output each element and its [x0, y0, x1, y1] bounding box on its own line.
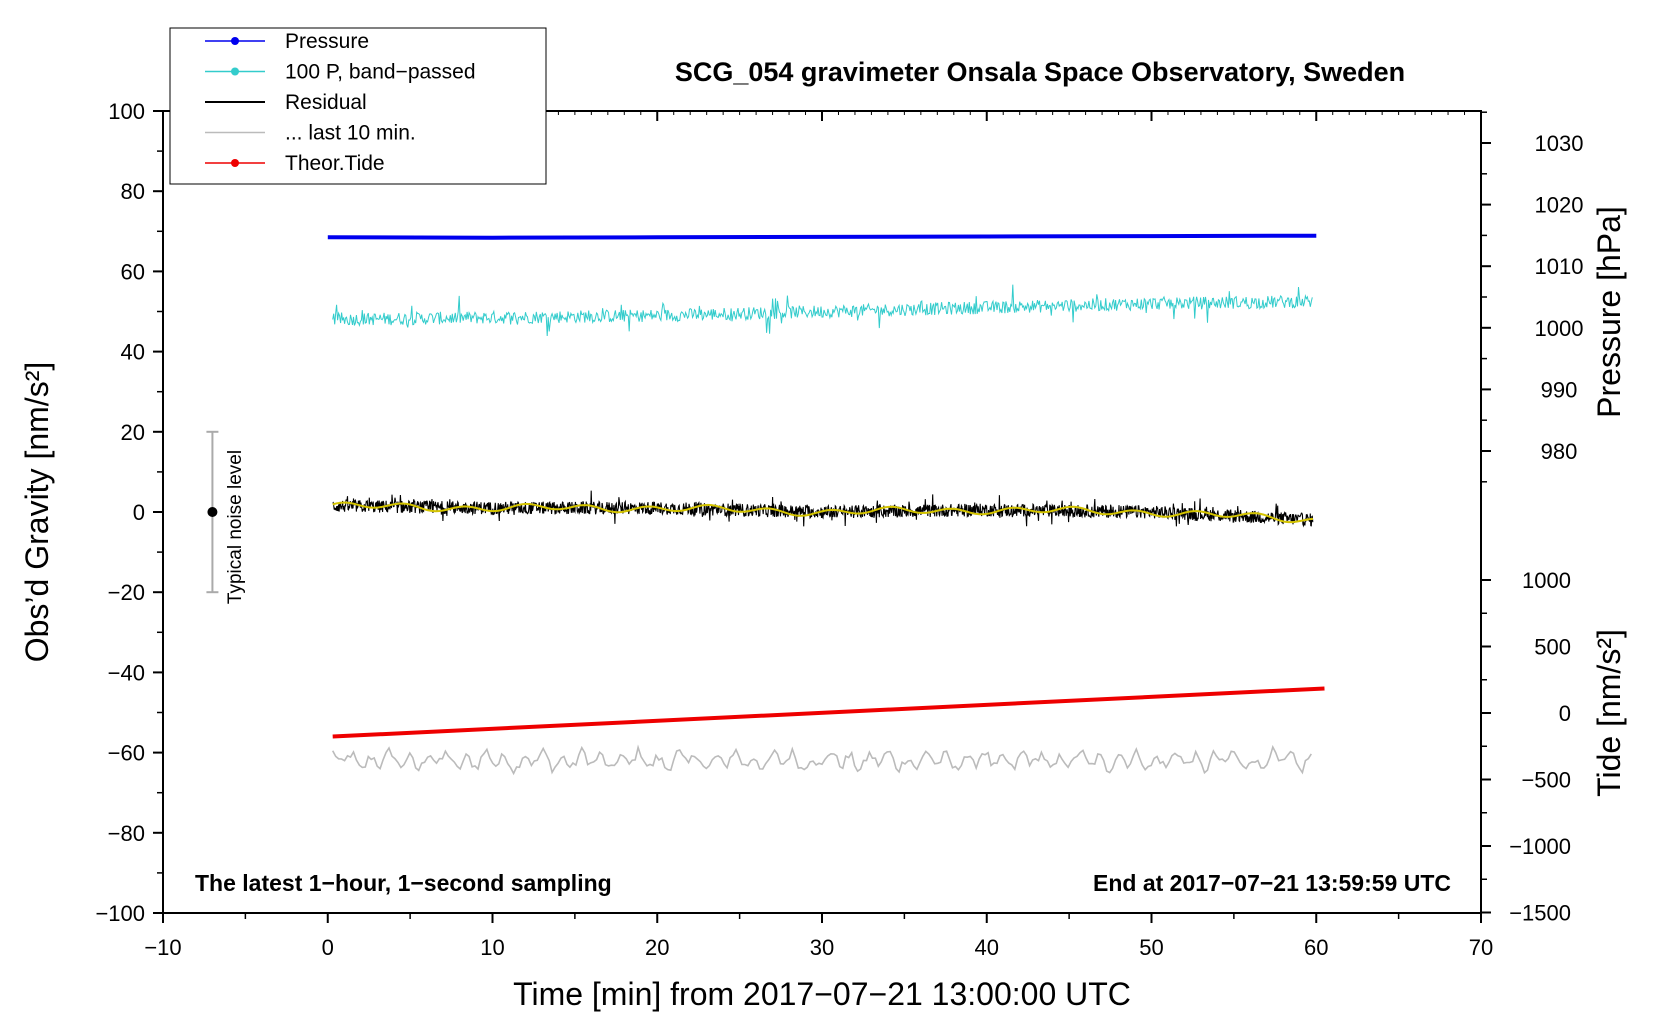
tide-axis-ticks: 1000 500 0 −500 −1000 −1500: [1481, 568, 1571, 926]
legend-label: Pressure: [285, 30, 369, 53]
noise-bar-center: [207, 507, 218, 517]
x-tick-label: 50: [1139, 935, 1163, 960]
x-tick-label: 70: [1469, 935, 1493, 960]
noise-level-label: Typical noise level: [225, 450, 246, 604]
y-tick-label: 100: [108, 99, 145, 124]
residual-line: [332, 490, 1314, 528]
x-tick-label: 20: [645, 935, 669, 960]
legend-label: Theor.Tide: [285, 152, 385, 175]
legend-label: 100 P, band−passed: [285, 61, 476, 84]
y-tick-label: −40: [108, 660, 145, 685]
legend: Pressure 100 P, band−passed Residual ... la…: [169, 27, 547, 185]
legend-marker: [231, 67, 239, 76]
y-tick-label: −80: [108, 821, 145, 846]
chart-title: SCG_054 gravimeter Onsala Space Observat…: [675, 57, 1405, 87]
pressure-tick-label: 1010: [1535, 254, 1584, 279]
series-group: [327, 233, 1325, 776]
pressure-tick-label: 990: [1541, 377, 1578, 402]
legend-marker: [231, 159, 239, 167]
y-tick-label: 20: [121, 420, 145, 445]
y-axis-label: Obs’d Gravity [nm/s²]: [19, 362, 55, 663]
tide-axis-label: Tide [nm/s²]: [1591, 629, 1627, 797]
y-axis-ticks: 100 80 60 40 20 0 −20 −40 −60 −80 −100: [95, 99, 163, 926]
tide-tick-label: 1000: [1522, 568, 1571, 593]
legend-marker: [231, 37, 239, 45]
band-passed-pressure-line: [332, 284, 1313, 337]
pressure-line: [327, 233, 1317, 240]
pressure-axis-label: Pressure [hPa]: [1591, 206, 1627, 418]
y-tick-label: 60: [121, 259, 145, 284]
x-tick-label: 40: [975, 935, 999, 960]
y-tick-label: −20: [108, 580, 145, 605]
tide-tick-label: −1500: [1509, 901, 1571, 926]
x-tick-label: 30: [810, 935, 834, 960]
x-axis-ticks: −10 0 10 20 30 40 50 60 70: [144, 111, 1493, 960]
x-tick-label: 10: [480, 935, 504, 960]
x-tick-label: 0: [322, 935, 334, 960]
x-tick-label: −10: [144, 935, 181, 960]
legend-label: ... last 10 min.: [285, 122, 416, 145]
noise-level-indicator: [206, 430, 219, 594]
pressure-tick-label: 1030: [1535, 131, 1584, 156]
tide-tick-label: −1000: [1509, 834, 1571, 859]
y-tick-label: 0: [133, 500, 145, 525]
x-axis-label: Time [min] from 2017−07−21 13:00:00 UTC: [513, 976, 1131, 1012]
y-tick-label: −100: [95, 901, 145, 926]
theoretical-tide-line: [332, 686, 1325, 739]
tide-tick-label: 0: [1559, 701, 1571, 726]
residual-smoothed-line: [332, 501, 1314, 524]
legend-box: [169, 27, 547, 185]
pressure-axis-ticks: 980 990 1000 1010 1020 1030: [1481, 111, 1584, 483]
last-10-min-line: [331, 744, 1312, 776]
tide-tick-label: 500: [1534, 635, 1571, 660]
y-tick-label: 40: [121, 340, 145, 365]
end-time-annotation: End at 2017−07−21 13:59:59 UTC: [1093, 870, 1451, 896]
sampling-annotation: The latest 1−hour, 1−second sampling: [195, 870, 612, 896]
pressure-tick-label: 1020: [1535, 193, 1584, 218]
tide-tick-label: −500: [1521, 768, 1571, 793]
legend-label: Residual: [285, 91, 367, 114]
pressure-tick-label: 980: [1541, 439, 1578, 464]
y-tick-label: 80: [121, 179, 145, 204]
y-tick-label: −60: [108, 741, 145, 766]
x-tick-label: 60: [1304, 935, 1328, 960]
pressure-tick-label: 1000: [1535, 316, 1584, 341]
